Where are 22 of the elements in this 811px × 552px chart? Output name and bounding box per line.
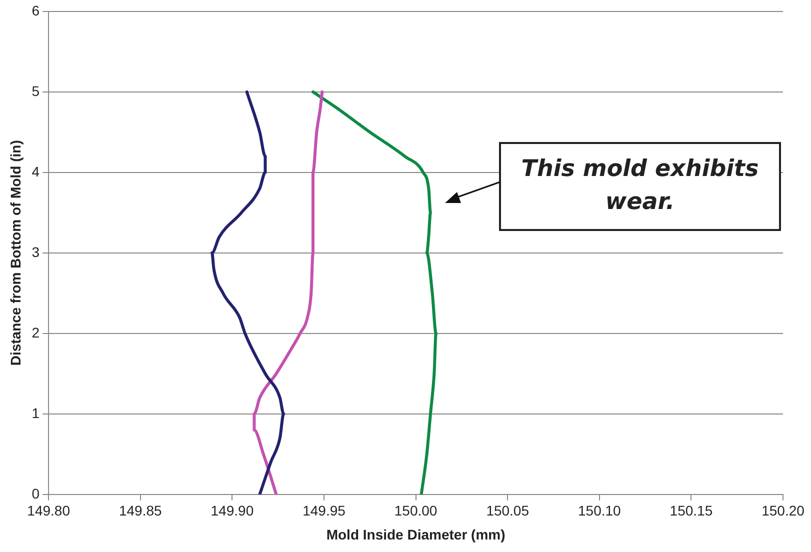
- x-tick-label: 150.15: [670, 502, 713, 519]
- x-tick-label: 150.10: [578, 502, 622, 519]
- x-tick-label: 150.20: [762, 502, 805, 519]
- line-series: [252, 90, 324, 494]
- y-axis-title: Distance from Bottom of Mold (in): [7, 140, 24, 366]
- y-tick-label: 0: [32, 485, 40, 502]
- x-axis-title: Mold Inside Diameter (mm): [326, 526, 506, 542]
- x-tick-label: 150.05: [486, 502, 530, 519]
- y-tick-label: 3: [32, 244, 40, 260]
- y-tick-label: 4: [32, 163, 40, 180]
- line-series: [210, 90, 286, 494]
- line-series: [311, 90, 438, 494]
- x-tick-label: 150.00: [394, 502, 438, 519]
- annotation: This mold exhibits wear.: [521, 156, 759, 215]
- x-tick-label: 149.80: [27, 502, 70, 519]
- y-tick-label: 6: [32, 2, 40, 18]
- y-tick-label: 1: [32, 404, 40, 421]
- y-tick-label: 5: [32, 82, 40, 99]
- x-tick-label: 149.85: [118, 502, 162, 519]
- y-tick-label: 2: [32, 324, 40, 340]
- x-tick-label: 149.90: [210, 502, 254, 519]
- x-tick-label: 149.95: [302, 502, 346, 519]
